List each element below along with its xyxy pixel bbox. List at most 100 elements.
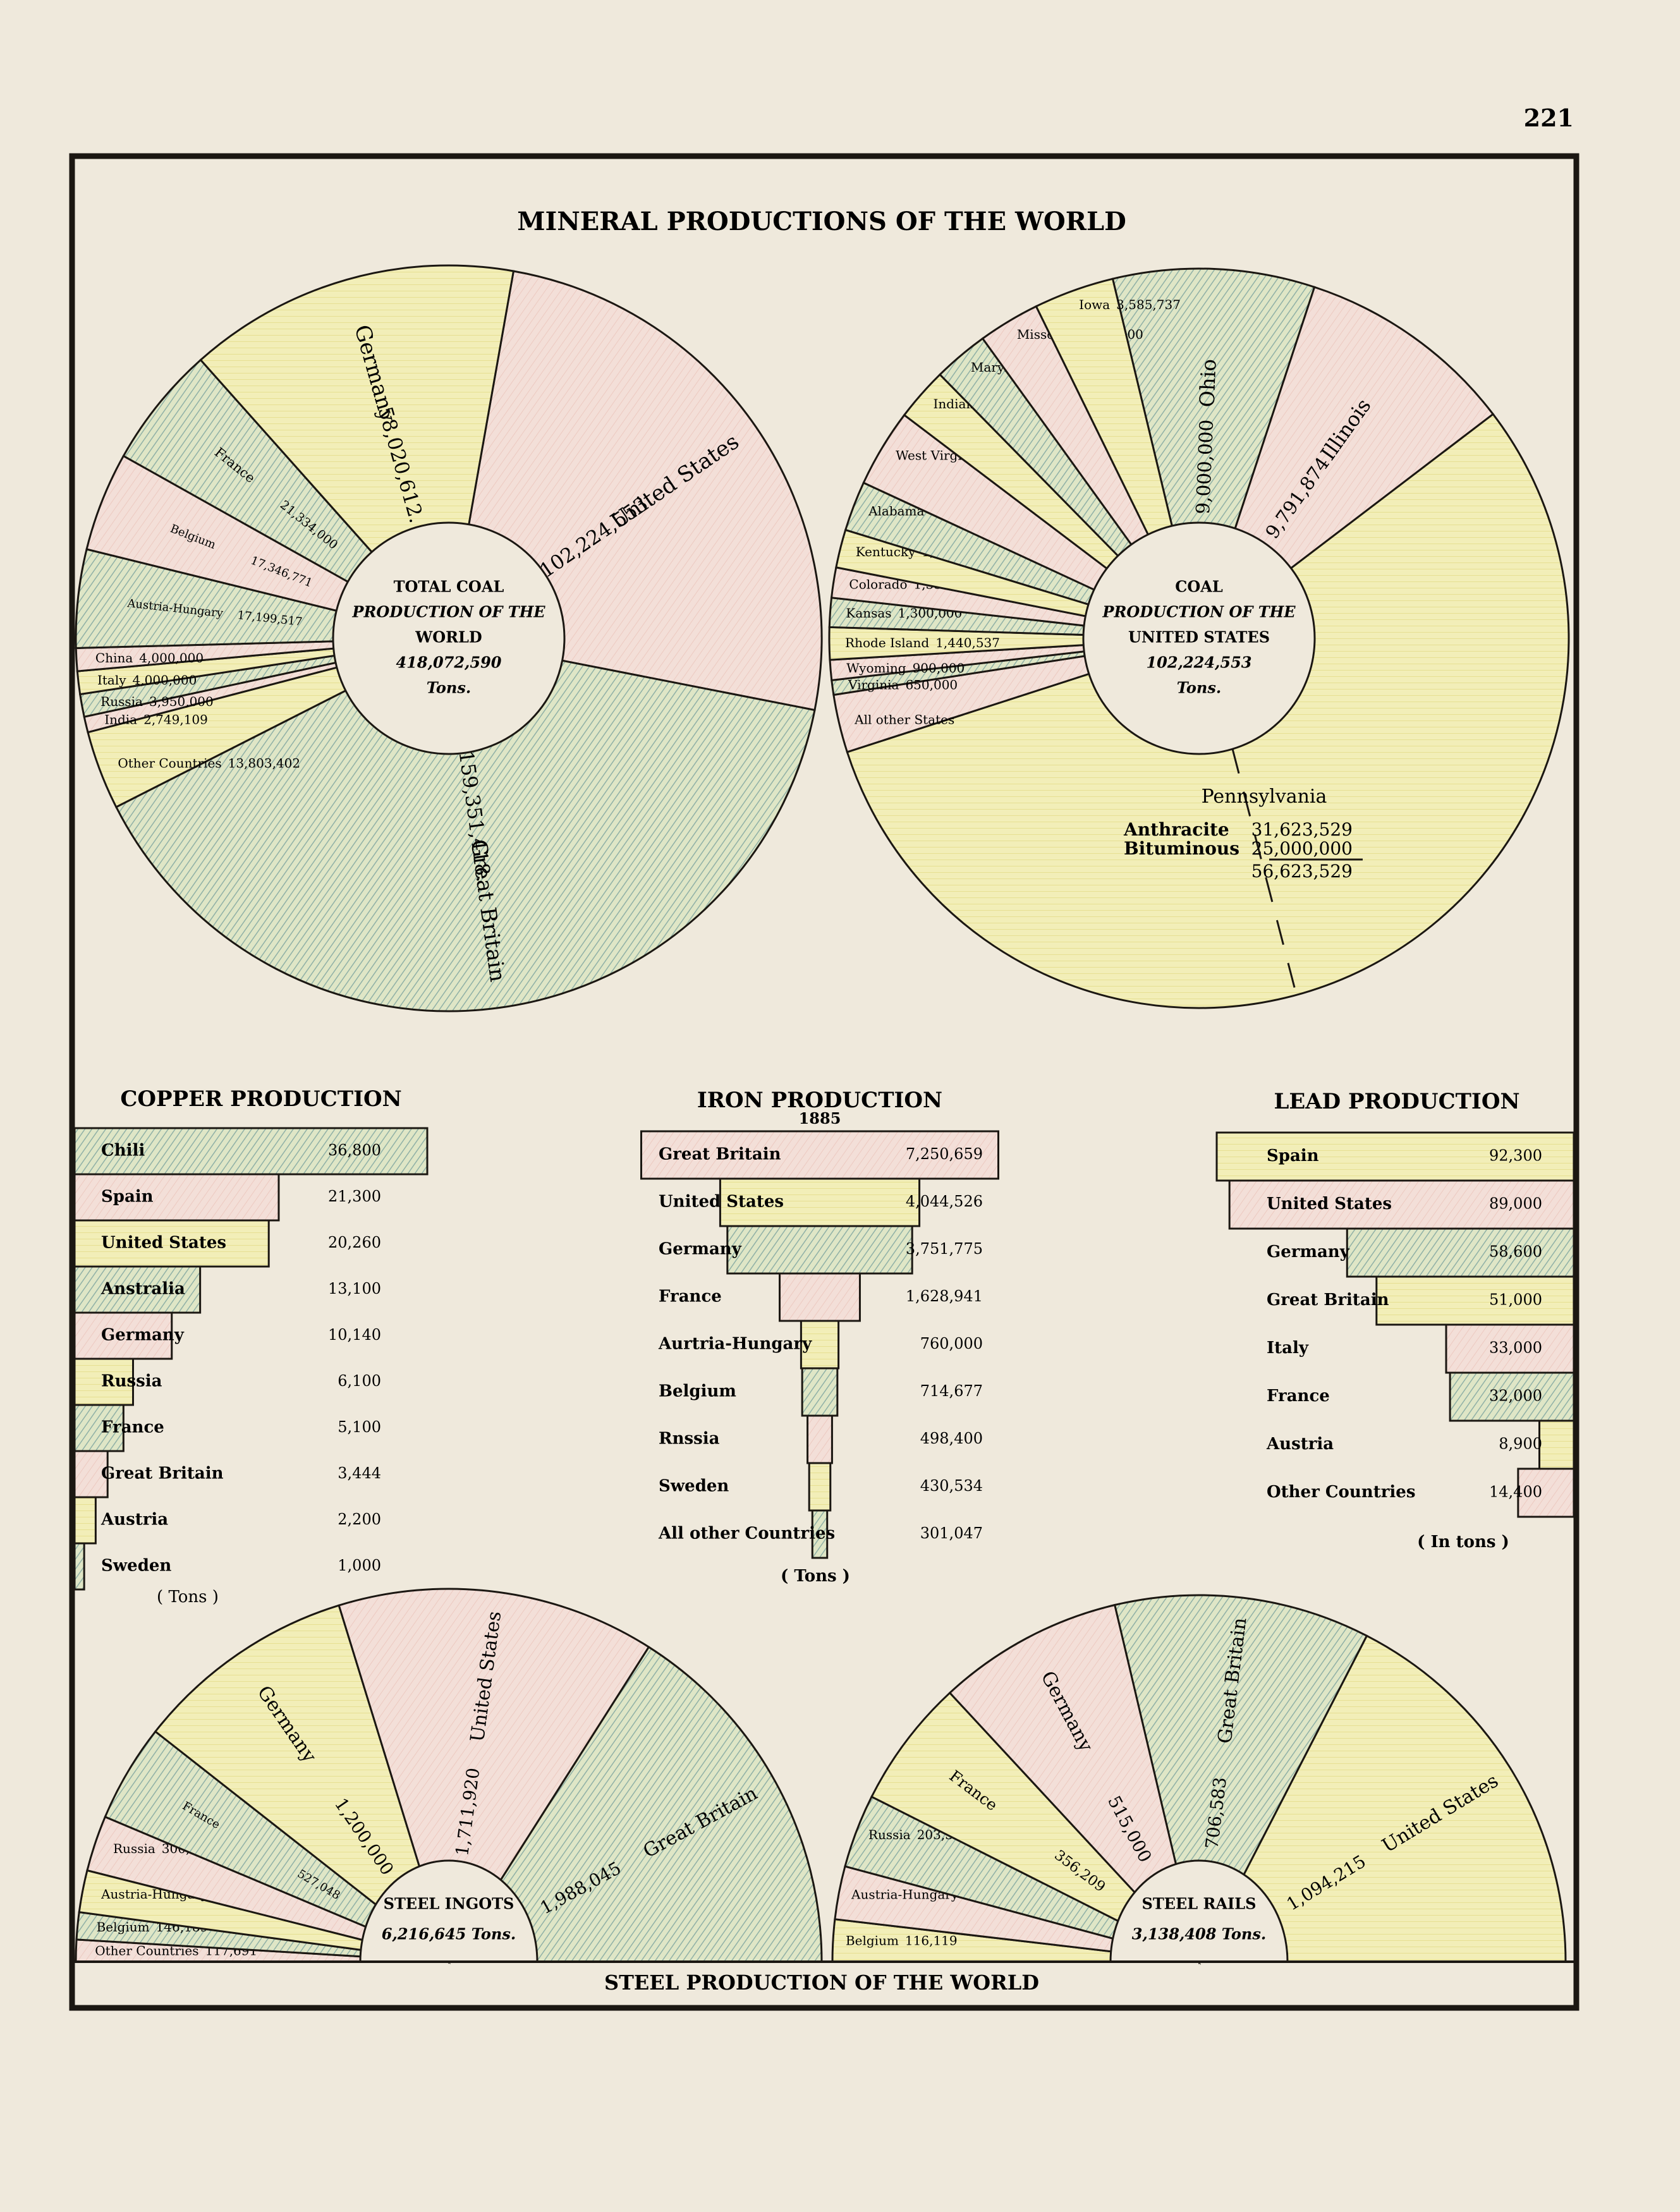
pennsylvania-total: 56,623,529 bbox=[1251, 861, 1353, 882]
bar-value-france: 32,000 bbox=[1489, 1387, 1542, 1405]
bar-value-rnssia: 498,400 bbox=[920, 1430, 983, 1447]
bar-aurtria-hungary bbox=[800, 1320, 840, 1370]
page-number: 221 bbox=[1524, 104, 1574, 132]
slice-label-china: China bbox=[95, 650, 133, 665]
bar-label-france: France bbox=[1267, 1387, 1330, 1406]
center-text-line: 102,224,553 bbox=[1146, 653, 1251, 672]
slice-value-wyoming: 900,000 bbox=[913, 660, 965, 676]
bar-label-united-states: United States bbox=[659, 1193, 784, 1212]
slice-label-kansas: Kansas bbox=[846, 605, 891, 620]
bar-label-other-countries: Other Countries bbox=[1267, 1483, 1415, 1502]
pennsylvania-breakdown: Pennsylvania Anthracite Bituminous 31,62… bbox=[1123, 748, 1363, 993]
iron-title: IRON PRODUCTION bbox=[697, 1088, 942, 1113]
slice-value-rhode-island: 1,440,537 bbox=[935, 635, 1000, 650]
bar-label-france: France bbox=[101, 1418, 164, 1437]
pie-slice-great-britain bbox=[447, 1645, 823, 1963]
slice-value-italy: 4,000,000 bbox=[133, 672, 197, 687]
slice-label-iowa: Iowa bbox=[1079, 297, 1110, 312]
bar-value-chili: 36,800 bbox=[328, 1141, 381, 1159]
iron-bar-chart: IRON PRODUCTION 1885 ( Tons ) Great Brit… bbox=[640, 1088, 999, 1586]
bar-label-anstralia: Anstralia bbox=[100, 1280, 185, 1299]
slice-caption-iowa: Iowa 3,585,737 bbox=[1079, 297, 1181, 312]
pennsylvania-title: Pennsylvania bbox=[1202, 786, 1327, 808]
bar-value-france: 5,100 bbox=[338, 1418, 381, 1436]
pie-slice-united-states bbox=[1197, 1634, 1567, 1963]
anthracite-label: Anthracite bbox=[1123, 819, 1229, 840]
bar-france bbox=[779, 1272, 861, 1322]
slice-label-all-other-states: All other States bbox=[854, 712, 954, 727]
center-text-line: TOTAL COAL bbox=[394, 578, 504, 596]
bar-chili bbox=[73, 1127, 429, 1176]
bar-value-united-states: 89,000 bbox=[1489, 1195, 1542, 1213]
slice-value-ohio: 9,000,000 bbox=[1192, 419, 1217, 514]
slice-caption-india: India 2,749,109 bbox=[104, 712, 208, 727]
bar-label-belgium: Belgium bbox=[659, 1382, 736, 1401]
center-disc bbox=[1082, 521, 1316, 755]
center-text-line: PRODUCTION OF THE bbox=[351, 603, 545, 621]
bar-austria bbox=[73, 1496, 97, 1545]
center-text-line: PRODUCTION OF THE bbox=[1102, 603, 1296, 621]
bar-united-states bbox=[73, 1219, 270, 1268]
bar-great-britain bbox=[1375, 1275, 1575, 1326]
slice-caption-rhode-island: Rhode Island 1,440,537 bbox=[845, 635, 1000, 650]
bar-united-states bbox=[1228, 1179, 1575, 1230]
bar-united-states bbox=[719, 1177, 921, 1227]
bar-austria bbox=[1538, 1419, 1575, 1470]
bar-label-spain: Spain bbox=[101, 1188, 154, 1206]
iron-unit: ( Tons ) bbox=[781, 1567, 850, 1586]
bar-value-france: 1,628,941 bbox=[906, 1287, 983, 1305]
bar-label-germany: Germany bbox=[659, 1240, 742, 1259]
bar-label-great-britain: Great Britain bbox=[1267, 1291, 1389, 1310]
pie-slice-germany bbox=[948, 1603, 1201, 1966]
bar-label-austria: Austria bbox=[100, 1510, 168, 1529]
bar-value-germany: 3,751,775 bbox=[906, 1240, 983, 1258]
bar-value-sweden: 430,534 bbox=[920, 1477, 983, 1495]
bar-label-sweden: Sweden bbox=[659, 1477, 729, 1496]
bar-label-great-britain: Great Britain bbox=[101, 1464, 224, 1483]
pie-slice-france bbox=[870, 1691, 1200, 1963]
bar-value-anstralia: 13,100 bbox=[328, 1280, 381, 1297]
slice-label-india: India bbox=[104, 712, 137, 727]
pie-slice-ohio bbox=[1111, 267, 1316, 642]
bar-value-great-britain: 7,250,659 bbox=[906, 1145, 983, 1163]
bar-label-rnssia: Rnssia bbox=[659, 1430, 720, 1449]
lead-bar-chart: LEAD PRODUCTION ( In tons ) Spain 92,300 U… bbox=[1215, 1089, 1575, 1552]
slice-caption-italy: Italy 4,000,000 bbox=[97, 672, 197, 687]
slice-value-belgium: 116,119 bbox=[905, 1933, 958, 1948]
center-text-line: WORLD bbox=[415, 628, 482, 647]
slice-caption-virginia: Virginia 650,000 bbox=[848, 677, 958, 692]
bar-germany bbox=[73, 1311, 173, 1360]
bar-anstralia bbox=[73, 1265, 202, 1314]
bar-germany bbox=[1346, 1227, 1575, 1278]
center-text-line: STEEL INGOTS bbox=[384, 1895, 514, 1913]
bar-label-great-britain: Great Britain bbox=[659, 1145, 781, 1164]
slice-value-virginia: 650,000 bbox=[905, 677, 958, 692]
slice-caption-belgium: Belgium 116,119 bbox=[846, 1933, 958, 1948]
slice-caption-russia: Russia 3,950,000 bbox=[100, 693, 214, 708]
bar-sweden bbox=[808, 1462, 832, 1512]
copper-title: COPPER PRODUCTION bbox=[120, 1086, 401, 1112]
pie-slice-united-states bbox=[338, 1588, 650, 1964]
bar-value-aurtria-hungary: 760,000 bbox=[920, 1335, 983, 1352]
slice-value-china: 4,000,000 bbox=[139, 650, 204, 665]
plate-frame bbox=[69, 153, 1580, 2011]
slice-caption-other-countries: Other Countries 13,803,402 bbox=[118, 755, 300, 770]
bar-label-italy: Italy bbox=[1267, 1339, 1309, 1358]
center-text-line: COAL bbox=[1175, 578, 1223, 596]
slice-label-russia: Russia bbox=[100, 693, 143, 708]
bar-label-germany: Germany bbox=[1267, 1243, 1350, 1261]
bituminous-label: Bituminous bbox=[1124, 838, 1239, 859]
slice-label-russia: Russia bbox=[113, 1841, 155, 1856]
bar-value-germany: 10,140 bbox=[328, 1326, 381, 1344]
bar-value-austria: 8,900 bbox=[1499, 1435, 1542, 1453]
bar-label-united-states: United States bbox=[1267, 1194, 1392, 1213]
lead-unit: ( In tons ) bbox=[1417, 1533, 1509, 1552]
bar-value-united-states: 20,260 bbox=[328, 1234, 381, 1251]
slice-label-belgium: Belgium bbox=[97, 1919, 150, 1935]
bar-value-great-britain: 51,000 bbox=[1489, 1291, 1542, 1309]
bar-spain bbox=[1215, 1131, 1575, 1182]
bar-label-germany: Germany bbox=[101, 1326, 185, 1345]
steel-rails-half-pie: Belgium116,119Austria-Hungary146,972Russ… bbox=[831, 1594, 1567, 1966]
